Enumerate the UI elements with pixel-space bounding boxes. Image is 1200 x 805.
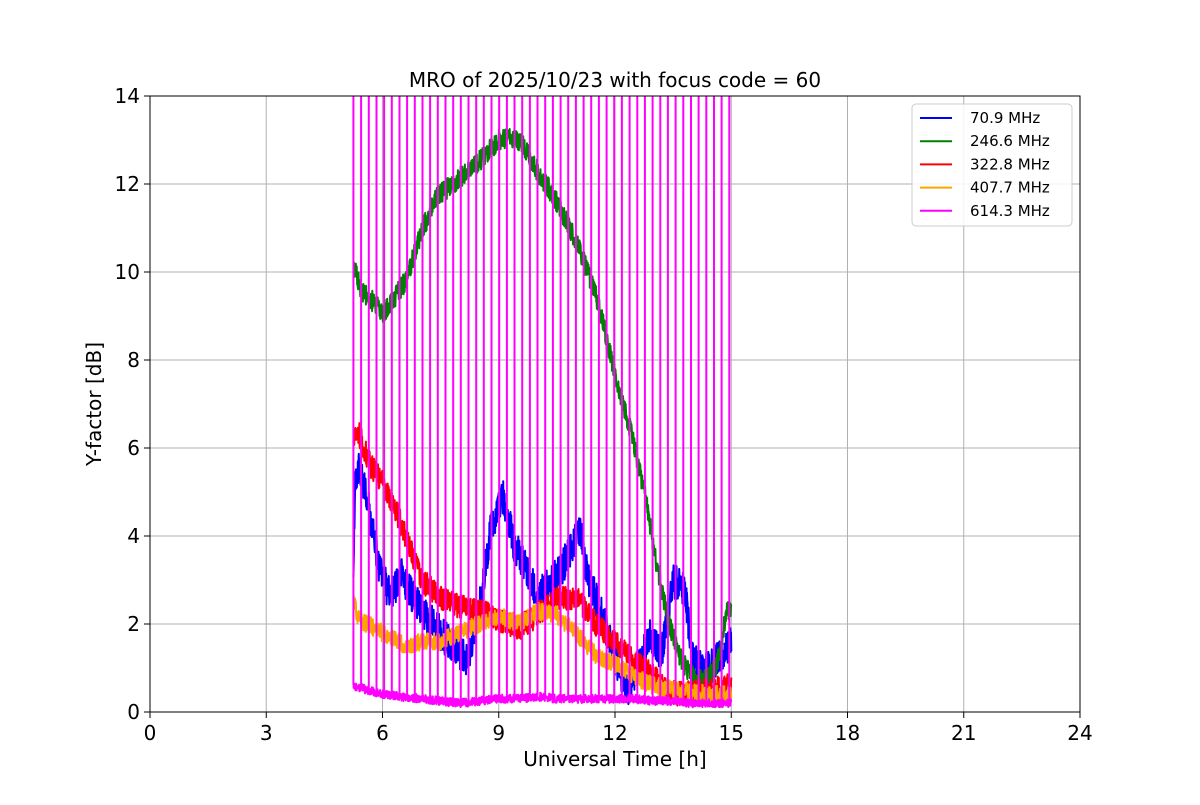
- series-layer: [352, 96, 733, 709]
- legend: 70.9 MHz 246.6 MHz 322.8 MHz 407.7 MHz 614.3…: [911, 103, 1073, 227]
- y-tick-label: 2: [127, 612, 140, 636]
- x-tick-label: 6: [376, 721, 389, 745]
- x-tick-label: 9: [492, 721, 505, 745]
- chart-title: MRO of 2025/10/23 with focus code = 60: [409, 68, 821, 92]
- y-tick-label: 0: [127, 700, 140, 724]
- x-axis-label: Universal Time [h]: [523, 747, 706, 771]
- x-tick-label: 21: [951, 721, 976, 745]
- x-tick-label: 0: [144, 721, 157, 745]
- legend-label: 407.7 MHz: [970, 179, 1050, 197]
- y-axis-label: Y-factor [dB]: [82, 342, 106, 467]
- legend-box: [911, 103, 1073, 227]
- y-tick-label: 8: [127, 348, 140, 372]
- legend-label: 322.8 MHz: [970, 155, 1050, 173]
- legend-label: 70.9 MHz: [970, 109, 1040, 127]
- y-tick-label: 10: [115, 260, 140, 284]
- legend-label: 614.3 MHz: [970, 202, 1050, 220]
- series-line-4: [352, 96, 733, 709]
- x-tick-label: 15: [719, 721, 744, 745]
- x-tick-label: 24: [1067, 721, 1092, 745]
- legend-label: 246.6 MHz: [970, 132, 1050, 150]
- x-tick-label: 12: [602, 721, 627, 745]
- x-tick-label: 18: [835, 721, 860, 745]
- y-tick-label: 12: [115, 172, 140, 196]
- y-tick-label: 6: [127, 436, 140, 460]
- y-tick-label: 4: [127, 524, 140, 548]
- x-tick-label: 3: [260, 721, 273, 745]
- y-tick-label: 14: [115, 84, 140, 108]
